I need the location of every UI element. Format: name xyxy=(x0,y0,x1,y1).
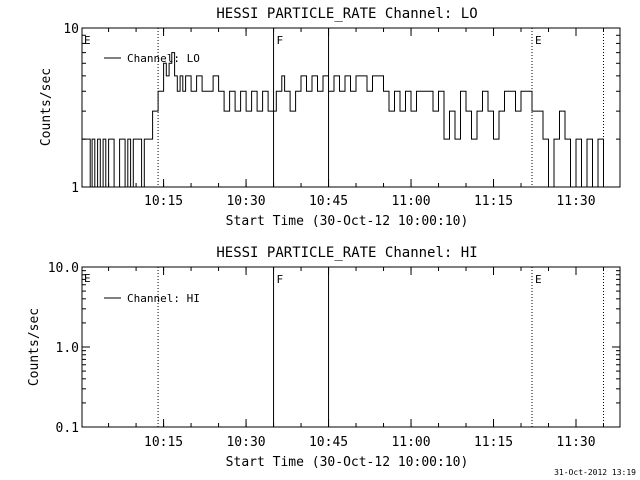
plot-frame-hi xyxy=(81,266,621,428)
x-axis-label-hi: Start Time (30-Oct-12 10:00:10) xyxy=(226,455,469,470)
y-tick-labels-hi: 0.1 1.0 10.0 xyxy=(48,261,79,436)
marker-label: E xyxy=(535,273,542,286)
series-line-lo xyxy=(82,52,609,188)
x-tick-label: 10:15 xyxy=(144,435,183,450)
y-tick-label: 10.0 xyxy=(48,261,79,276)
x-tick-label: 11:15 xyxy=(474,194,513,209)
x-tick-label: 11:00 xyxy=(391,435,430,450)
y-tick-label: 1.0 xyxy=(56,341,79,356)
marker-label: F xyxy=(277,34,284,47)
plot-frame-lo xyxy=(81,27,621,188)
legend-label-hi: Channel: HI xyxy=(127,292,200,305)
panel-lo: HESSI PARTICLE_RATE Channel: LO Counts/s… xyxy=(39,6,621,229)
x-tick-label: 10:30 xyxy=(226,194,265,209)
x-tick-label: 10:30 xyxy=(226,435,265,450)
series-group-lo xyxy=(82,52,609,188)
edge-label-hi: E xyxy=(84,272,91,285)
x-tick-label: 10:15 xyxy=(144,194,183,209)
x-tick-label: 10:45 xyxy=(309,194,348,209)
x-tick-label: 11:30 xyxy=(556,435,595,450)
x-tick-label: 10:45 xyxy=(309,435,348,450)
y-axis-label-hi: Counts/sec xyxy=(27,308,42,386)
marker-label: E xyxy=(535,34,542,47)
axis-ticks-hi xyxy=(82,266,620,428)
footer-timestamp: 31-Oct-2012 13:19 xyxy=(554,468,636,477)
y-tick-labels-lo: 1 10 xyxy=(63,22,79,196)
x-axis-label-lo: Start Time (30-Oct-12 10:00:10) xyxy=(226,214,469,229)
marker-label: F xyxy=(277,273,284,286)
x-tick-label: 11:15 xyxy=(474,435,513,450)
y-axis-label-lo: Counts/sec xyxy=(39,68,54,146)
x-tick-labels-hi: 10:15 10:30 10:45 11:00 11:15 11:30 xyxy=(144,435,596,450)
x-tick-label: 11:00 xyxy=(391,194,430,209)
y-tick-label: 1 xyxy=(71,181,79,196)
chart-title-lo: HESSI PARTICLE_RATE Channel: LO xyxy=(216,6,477,22)
chart-title-hi: HESSI PARTICLE_RATE Channel: HI xyxy=(216,245,477,261)
y-tick-label: 10 xyxy=(63,22,79,37)
x-tick-label: 11:30 xyxy=(556,194,595,209)
edge-label-lo: E xyxy=(84,34,91,47)
x-tick-labels-lo: 10:15 10:30 10:45 11:00 11:15 11:30 xyxy=(144,194,596,209)
legend-label-lo: Channel: LO xyxy=(127,52,200,65)
y-tick-label: 0.1 xyxy=(56,421,79,436)
panel-hi: HESSI PARTICLE_RATE Channel: HI Counts/s… xyxy=(27,245,621,470)
